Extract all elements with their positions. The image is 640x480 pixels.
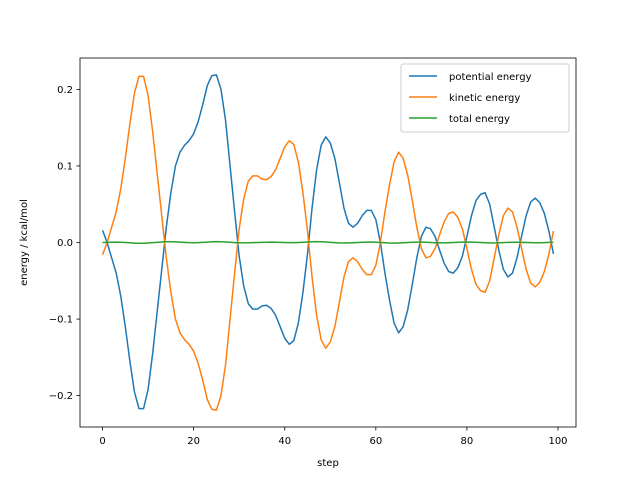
legend-label-potential-energy: potential energy (449, 72, 532, 83)
legend: potential energy kinetic energy total ener… (400, 63, 570, 133)
x-tick-label: 100 (548, 436, 567, 447)
x-axis-label: step (317, 458, 339, 469)
series-line-potential-energy (101, 74, 555, 410)
legend-label-total-energy: total energy (449, 114, 510, 125)
x-tick-label: 60 (369, 436, 382, 447)
y-axis-ticks: −0.2 −0.1 0.0 0.1 0.2 (49, 85, 80, 402)
y-tick-label: −0.2 (49, 391, 73, 402)
plot-lines (101, 74, 555, 411)
y-tick-label: 0.0 (57, 238, 73, 249)
legend-box (400, 63, 570, 133)
x-tick-label: 0 (99, 436, 105, 447)
series-line-total-energy (102, 240, 554, 245)
x-tick-label: 80 (461, 436, 474, 447)
y-axis-label: energy / kcal/mol (19, 199, 30, 286)
series-line-kinetic-energy (101, 75, 555, 411)
legend-label-kinetic-energy: kinetic energy (449, 93, 520, 104)
y-tick-label: −0.1 (49, 315, 73, 326)
x-tick-label: 20 (187, 436, 200, 447)
y-tick-label: 0.2 (57, 85, 73, 96)
y-tick-label: 0.1 (57, 161, 73, 172)
x-axis-ticks: 0 20 40 60 80 100 (99, 427, 568, 447)
x-tick-label: 40 (278, 436, 291, 447)
